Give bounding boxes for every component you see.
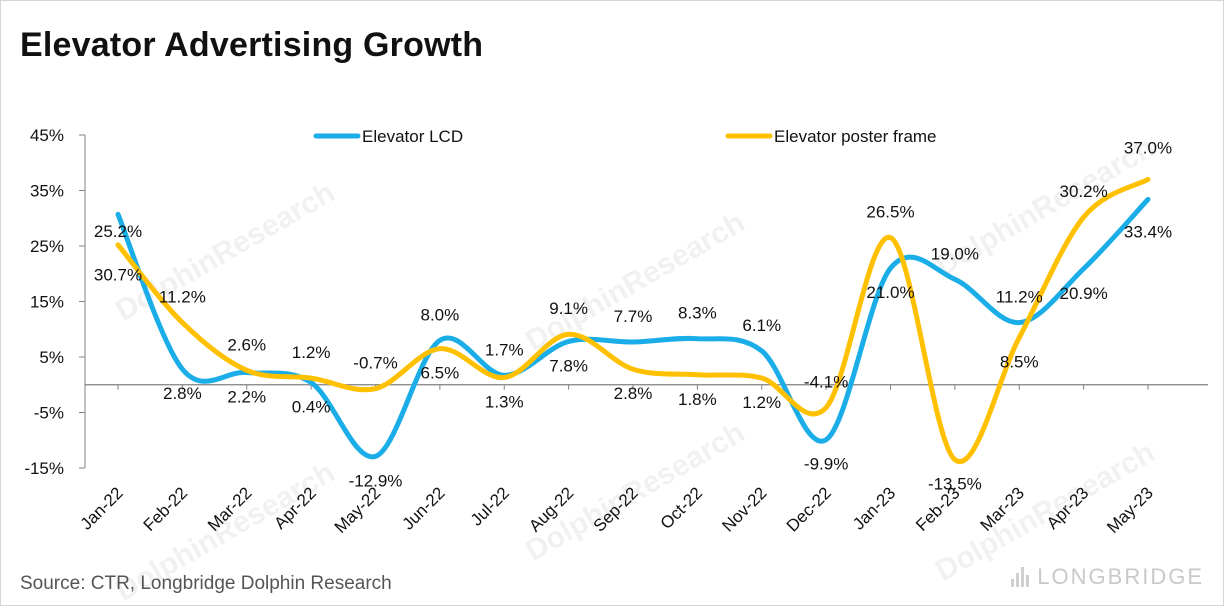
y-tick-label: 5% bbox=[39, 348, 64, 367]
data-label-elevator-lcd: -12.9% bbox=[349, 471, 403, 490]
data-label-elevator-lcd: 21.0% bbox=[866, 283, 914, 302]
data-label-elevator-lcd: 8.0% bbox=[421, 305, 460, 324]
watermark-text: DolphinResearch bbox=[110, 176, 340, 328]
x-tick-label: May-22 bbox=[331, 483, 385, 537]
data-label-elevator-lcd: 2.8% bbox=[163, 384, 202, 403]
data-label-elevator-lcd: 30.7% bbox=[94, 265, 142, 284]
data-label-elevator-poster-frame: 26.5% bbox=[866, 203, 914, 222]
chart-title: Elevator Advertising Growth bbox=[20, 26, 484, 64]
legend-label: Elevator LCD bbox=[362, 127, 463, 146]
brand-bars-icon bbox=[1011, 567, 1030, 587]
data-label-elevator-poster-frame: 8.5% bbox=[1000, 353, 1039, 372]
data-label-elevator-poster-frame: 1.8% bbox=[678, 390, 717, 409]
data-label-elevator-lcd: 20.9% bbox=[1060, 284, 1108, 303]
legend-label: Elevator poster frame bbox=[774, 127, 937, 146]
series-lines bbox=[115, 176, 1151, 465]
data-labels: 30.7% 25.2% 2.8% 11.2% 2.2% 2.6% 0.4% 1.2% -12.9… bbox=[94, 138, 1172, 493]
data-label-elevator-lcd: 7.7% bbox=[614, 307, 653, 326]
data-label-elevator-lcd: 33.4% bbox=[1124, 222, 1172, 241]
data-label-elevator-lcd: 19.0% bbox=[931, 244, 979, 263]
data-label-elevator-lcd: 2.2% bbox=[227, 388, 266, 407]
y-tick-label: -5% bbox=[34, 404, 64, 423]
axes: 45%35%25%15%5%-5%-15%Jan-22 Feb-22 Mar-22 A… bbox=[24, 126, 1208, 537]
watermark-text: DolphinResearch bbox=[520, 206, 750, 358]
data-label-elevator-poster-frame: -4.1% bbox=[804, 373, 848, 392]
brand-logo: LONGBRIDGE bbox=[1011, 564, 1204, 590]
y-tick-label: 25% bbox=[30, 237, 64, 256]
x-tick-label: Dec-22 bbox=[783, 483, 835, 535]
x-tick-label: Jan-23 bbox=[849, 483, 899, 533]
x-tick-label: Jul-22 bbox=[467, 483, 513, 529]
series-line-elevator-poster-frame bbox=[115, 176, 1151, 465]
data-label-elevator-poster-frame: 2.8% bbox=[614, 384, 653, 403]
data-label-elevator-poster-frame: 25.2% bbox=[94, 222, 142, 241]
data-label-elevator-lcd: 0.4% bbox=[292, 398, 331, 417]
legend: Elevator LCD Elevator poster frame bbox=[313, 127, 937, 146]
data-label-elevator-poster-frame: 1.3% bbox=[485, 393, 524, 412]
data-label-elevator-poster-frame: 2.6% bbox=[227, 335, 266, 354]
data-label-elevator-poster-frame: 37.0% bbox=[1124, 138, 1172, 157]
data-label-elevator-poster-frame: 9.1% bbox=[549, 299, 588, 318]
legend-item-elevator-lcd: Elevator LCD bbox=[313, 127, 463, 146]
x-tick-label: Feb-22 bbox=[140, 483, 192, 535]
x-tick-label: Jan-22 bbox=[77, 483, 127, 533]
x-tick-label: Jun-22 bbox=[399, 483, 449, 533]
data-label-elevator-lcd: 1.7% bbox=[485, 340, 524, 359]
data-label-elevator-poster-frame: 1.2% bbox=[742, 393, 781, 412]
series-line-elevator-lcd bbox=[115, 196, 1151, 460]
y-tick-label: 35% bbox=[30, 182, 64, 201]
data-label-elevator-lcd: 11.2% bbox=[996, 288, 1043, 307]
data-label-elevator-poster-frame: 30.2% bbox=[1060, 182, 1108, 201]
x-tick-label: Nov-22 bbox=[718, 483, 770, 535]
brand-name: LONGBRIDGE bbox=[1037, 564, 1204, 589]
data-label-elevator-poster-frame: 11.2% bbox=[159, 288, 206, 307]
y-tick-label: 15% bbox=[30, 293, 64, 312]
data-label-elevator-lcd: -9.9% bbox=[804, 455, 848, 474]
source-note: Source: CTR, Longbridge Dolphin Research bbox=[20, 573, 392, 594]
data-label-elevator-lcd: 8.3% bbox=[678, 304, 717, 323]
y-tick-label: 45% bbox=[30, 126, 64, 145]
y-tick-label: -15% bbox=[24, 459, 64, 478]
legend-item-elevator-poster-frame: Elevator poster frame bbox=[725, 127, 937, 146]
data-label-elevator-poster-frame: 1.2% bbox=[292, 343, 331, 362]
data-label-elevator-poster-frame: -0.7% bbox=[353, 354, 397, 373]
data-label-elevator-poster-frame: -13.5% bbox=[928, 475, 982, 494]
data-label-elevator-lcd: 6.1% bbox=[742, 316, 781, 335]
data-label-elevator-lcd: 7.8% bbox=[549, 356, 588, 375]
data-label-elevator-poster-frame: 6.5% bbox=[421, 364, 460, 383]
